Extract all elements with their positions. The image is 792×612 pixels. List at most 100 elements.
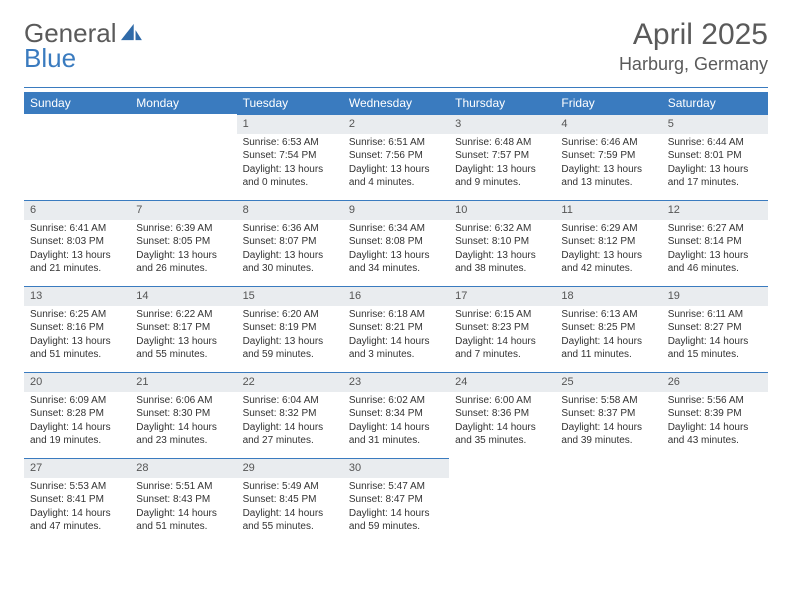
day-number: 22 <box>237 372 343 392</box>
calendar-day-cell: 19Sunrise: 6:11 AMSunset: 8:27 PMDayligh… <box>662 286 768 372</box>
weekday-header: Sunday <box>24 92 130 114</box>
location: Harburg, Germany <box>619 54 768 75</box>
day-content: Sunrise: 6:09 AMSunset: 8:28 PMDaylight:… <box>24 392 130 452</box>
calendar-day-cell <box>130 114 236 200</box>
calendar-day-cell: 2Sunrise: 6:51 AMSunset: 7:56 PMDaylight… <box>343 114 449 200</box>
calendar-day-cell: 20Sunrise: 6:09 AMSunset: 8:28 PMDayligh… <box>24 372 130 458</box>
calendar-day-cell: 30Sunrise: 5:47 AMSunset: 8:47 PMDayligh… <box>343 458 449 544</box>
day-number: 24 <box>449 372 555 392</box>
day-number: 6 <box>24 200 130 220</box>
calendar-week-row: 27Sunrise: 5:53 AMSunset: 8:41 PMDayligh… <box>24 458 768 544</box>
calendar-day-cell: 1Sunrise: 6:53 AMSunset: 7:54 PMDaylight… <box>237 114 343 200</box>
logo: GeneralBlue <box>24 18 143 74</box>
calendar-week-row: 20Sunrise: 6:09 AMSunset: 8:28 PMDayligh… <box>24 372 768 458</box>
calendar-day-cell: 28Sunrise: 5:51 AMSunset: 8:43 PMDayligh… <box>130 458 236 544</box>
day-content: Sunrise: 6:15 AMSunset: 8:23 PMDaylight:… <box>449 306 555 366</box>
calendar-day-cell: 3Sunrise: 6:48 AMSunset: 7:57 PMDaylight… <box>449 114 555 200</box>
day-number: 20 <box>24 372 130 392</box>
day-number: 23 <box>343 372 449 392</box>
calendar-day-cell: 11Sunrise: 6:29 AMSunset: 8:12 PMDayligh… <box>555 200 661 286</box>
day-content: Sunrise: 6:06 AMSunset: 8:30 PMDaylight:… <box>130 392 236 452</box>
day-content: Sunrise: 6:02 AMSunset: 8:34 PMDaylight:… <box>343 392 449 452</box>
day-content: Sunrise: 6:36 AMSunset: 8:07 PMDaylight:… <box>237 220 343 280</box>
day-number: 12 <box>662 200 768 220</box>
day-number: 29 <box>237 458 343 478</box>
day-content: Sunrise: 6:39 AMSunset: 8:05 PMDaylight:… <box>130 220 236 280</box>
title-block: April 2025 Harburg, Germany <box>619 18 768 75</box>
day-number: 25 <box>555 372 661 392</box>
calendar-day-cell: 16Sunrise: 6:18 AMSunset: 8:21 PMDayligh… <box>343 286 449 372</box>
day-number: 9 <box>343 200 449 220</box>
day-content: Sunrise: 6:22 AMSunset: 8:17 PMDaylight:… <box>130 306 236 366</box>
sail-icon <box>119 18 143 49</box>
day-number: 2 <box>343 114 449 134</box>
day-content: Sunrise: 6:20 AMSunset: 8:19 PMDaylight:… <box>237 306 343 366</box>
day-content: Sunrise: 6:27 AMSunset: 8:14 PMDaylight:… <box>662 220 768 280</box>
day-number: 15 <box>237 286 343 306</box>
month-title: April 2025 <box>619 18 768 52</box>
day-number: 19 <box>662 286 768 306</box>
day-content: Sunrise: 6:00 AMSunset: 8:36 PMDaylight:… <box>449 392 555 452</box>
day-number: 4 <box>555 114 661 134</box>
day-number: 26 <box>662 372 768 392</box>
calendar-day-cell: 25Sunrise: 5:58 AMSunset: 8:37 PMDayligh… <box>555 372 661 458</box>
calendar-day-cell: 6Sunrise: 6:41 AMSunset: 8:03 PMDaylight… <box>24 200 130 286</box>
calendar-day-cell: 22Sunrise: 6:04 AMSunset: 8:32 PMDayligh… <box>237 372 343 458</box>
calendar-day-cell: 4Sunrise: 6:46 AMSunset: 7:59 PMDaylight… <box>555 114 661 200</box>
day-content: Sunrise: 6:11 AMSunset: 8:27 PMDaylight:… <box>662 306 768 366</box>
weekday-header: Monday <box>130 92 236 114</box>
day-content: Sunrise: 6:18 AMSunset: 8:21 PMDaylight:… <box>343 306 449 366</box>
day-number: 14 <box>130 286 236 306</box>
day-content: Sunrise: 5:53 AMSunset: 8:41 PMDaylight:… <box>24 478 130 538</box>
calendar-week-row: 13Sunrise: 6:25 AMSunset: 8:16 PMDayligh… <box>24 286 768 372</box>
day-number: 3 <box>449 114 555 134</box>
day-content: Sunrise: 6:53 AMSunset: 7:54 PMDaylight:… <box>237 134 343 194</box>
calendar-day-cell: 21Sunrise: 6:06 AMSunset: 8:30 PMDayligh… <box>130 372 236 458</box>
day-number: 30 <box>343 458 449 478</box>
day-number: 10 <box>449 200 555 220</box>
weekday-header: Saturday <box>662 92 768 114</box>
calendar-week-row: 6Sunrise: 6:41 AMSunset: 8:03 PMDaylight… <box>24 200 768 286</box>
divider <box>24 87 768 88</box>
weekday-header: Wednesday <box>343 92 449 114</box>
day-number: 21 <box>130 372 236 392</box>
day-number: 1 <box>237 114 343 134</box>
weekday-header: Tuesday <box>237 92 343 114</box>
weekday-header: Friday <box>555 92 661 114</box>
day-content: Sunrise: 6:34 AMSunset: 8:08 PMDaylight:… <box>343 220 449 280</box>
day-content: Sunrise: 5:58 AMSunset: 8:37 PMDaylight:… <box>555 392 661 452</box>
calendar-day-cell: 14Sunrise: 6:22 AMSunset: 8:17 PMDayligh… <box>130 286 236 372</box>
header: GeneralBlue April 2025 Harburg, Germany <box>0 0 792 83</box>
day-content: Sunrise: 6:32 AMSunset: 8:10 PMDaylight:… <box>449 220 555 280</box>
calendar-day-cell: 8Sunrise: 6:36 AMSunset: 8:07 PMDaylight… <box>237 200 343 286</box>
day-content: Sunrise: 6:46 AMSunset: 7:59 PMDaylight:… <box>555 134 661 194</box>
day-number: 18 <box>555 286 661 306</box>
calendar-day-cell: 17Sunrise: 6:15 AMSunset: 8:23 PMDayligh… <box>449 286 555 372</box>
calendar-day-cell: 5Sunrise: 6:44 AMSunset: 8:01 PMDaylight… <box>662 114 768 200</box>
calendar-day-cell: 27Sunrise: 5:53 AMSunset: 8:41 PMDayligh… <box>24 458 130 544</box>
calendar-day-cell: 18Sunrise: 6:13 AMSunset: 8:25 PMDayligh… <box>555 286 661 372</box>
calendar-day-cell: 26Sunrise: 5:56 AMSunset: 8:39 PMDayligh… <box>662 372 768 458</box>
day-content: Sunrise: 6:29 AMSunset: 8:12 PMDaylight:… <box>555 220 661 280</box>
calendar-week-row: 1Sunrise: 6:53 AMSunset: 7:54 PMDaylight… <box>24 114 768 200</box>
calendar-day-cell: 10Sunrise: 6:32 AMSunset: 8:10 PMDayligh… <box>449 200 555 286</box>
day-content: Sunrise: 6:13 AMSunset: 8:25 PMDaylight:… <box>555 306 661 366</box>
calendar-day-cell: 23Sunrise: 6:02 AMSunset: 8:34 PMDayligh… <box>343 372 449 458</box>
day-content: Sunrise: 6:41 AMSunset: 8:03 PMDaylight:… <box>24 220 130 280</box>
day-number: 11 <box>555 200 661 220</box>
day-content: Sunrise: 5:56 AMSunset: 8:39 PMDaylight:… <box>662 392 768 452</box>
day-number: 16 <box>343 286 449 306</box>
day-content: Sunrise: 6:44 AMSunset: 8:01 PMDaylight:… <box>662 134 768 194</box>
day-content: Sunrise: 6:04 AMSunset: 8:32 PMDaylight:… <box>237 392 343 452</box>
calendar-body: 1Sunrise: 6:53 AMSunset: 7:54 PMDaylight… <box>24 114 768 544</box>
weekday-header-row: SundayMondayTuesdayWednesdayThursdayFrid… <box>24 92 768 114</box>
calendar-day-cell: 7Sunrise: 6:39 AMSunset: 8:05 PMDaylight… <box>130 200 236 286</box>
day-content: Sunrise: 6:48 AMSunset: 7:57 PMDaylight:… <box>449 134 555 194</box>
day-content: Sunrise: 6:25 AMSunset: 8:16 PMDaylight:… <box>24 306 130 366</box>
day-content: Sunrise: 5:47 AMSunset: 8:47 PMDaylight:… <box>343 478 449 538</box>
calendar-day-cell: 15Sunrise: 6:20 AMSunset: 8:19 PMDayligh… <box>237 286 343 372</box>
calendar-day-cell: 12Sunrise: 6:27 AMSunset: 8:14 PMDayligh… <box>662 200 768 286</box>
day-number: 27 <box>24 458 130 478</box>
day-number: 13 <box>24 286 130 306</box>
calendar-day-cell: 9Sunrise: 6:34 AMSunset: 8:08 PMDaylight… <box>343 200 449 286</box>
